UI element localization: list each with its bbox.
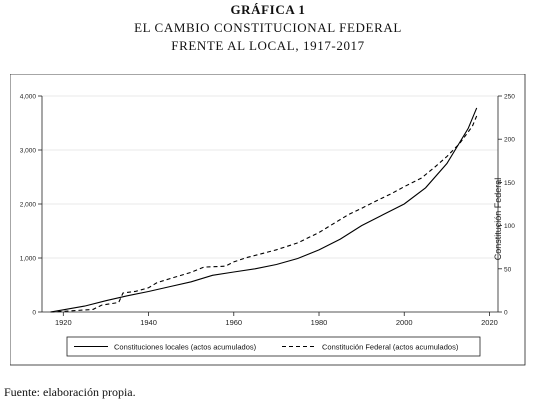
y-right-tick-label: 100 bbox=[504, 223, 515, 230]
x-tick-label: 2000 bbox=[396, 318, 413, 327]
legend: Constituciones locales (actos acumulados… bbox=[66, 336, 481, 357]
source-note: Fuente: elaboración propia. bbox=[4, 385, 136, 399]
legend-label-federal: Constitución Federal (actos acumulados) bbox=[322, 343, 459, 352]
x-tick-label: 1920 bbox=[55, 318, 72, 327]
y-left-tick-label: 4,000 bbox=[20, 94, 37, 101]
x-tick-label: 2020 bbox=[481, 318, 498, 327]
y-right-tick-label: 200 bbox=[504, 137, 515, 144]
chart-frame bbox=[10, 74, 526, 366]
x-tick-label: 1980 bbox=[311, 318, 328, 327]
y-right-tick-label: 150 bbox=[504, 180, 515, 187]
line-chart: 0 1,000 2,000 3,000 4,000 0 50 100 150 200 250 1920… bbox=[10, 74, 526, 366]
chart-title-line-2: EL CAMBIO CONSTITUCIONAL FEDERAL bbox=[134, 20, 402, 35]
y-right-tick-label: 0 bbox=[504, 310, 508, 317]
legend-label-locales: Constituciones locales (actos acumulados… bbox=[114, 343, 257, 352]
series-line-locales bbox=[50, 107, 478, 313]
series-line-federal bbox=[50, 115, 478, 313]
axes: 0 1,000 2,000 3,000 4,000 0 50 100 150 200 250 1920… bbox=[20, 94, 516, 328]
y-left-tick-label: 0 bbox=[32, 310, 36, 317]
y-left-tick-label: 2,000 bbox=[20, 202, 37, 209]
y-right-tick-label: 50 bbox=[504, 266, 512, 273]
series-group bbox=[50, 107, 478, 313]
chart-title-line-3: FRENTE AL LOCAL, 1917-2017 bbox=[171, 38, 365, 53]
y-left-tick-label: 1,000 bbox=[20, 256, 37, 263]
y-right-tick-label: 250 bbox=[504, 94, 515, 101]
y-left-tick-label: 3,000 bbox=[20, 148, 37, 155]
x-tick-label: 1940 bbox=[140, 318, 157, 327]
x-tick-label: 1960 bbox=[225, 318, 242, 327]
right-axis-label: Constitución Federal bbox=[493, 178, 503, 261]
chart-title-line-1: GRÁFICA 1 bbox=[230, 2, 306, 17]
legend-box bbox=[66, 336, 481, 357]
